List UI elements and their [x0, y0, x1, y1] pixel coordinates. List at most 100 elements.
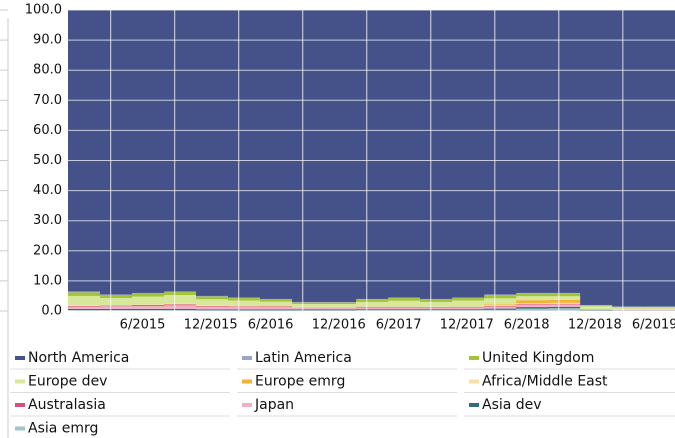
- area-step: [132, 292, 165, 294]
- legend-swatch: [15, 426, 25, 431]
- area-step: [324, 10, 357, 302]
- area-step: [484, 308, 517, 310]
- area-step: [516, 296, 549, 301]
- area-step: [644, 307, 675, 310]
- area-step: [356, 306, 389, 308]
- area-step: [580, 306, 613, 309]
- area-step: [132, 305, 165, 309]
- area-step: [580, 310, 613, 311]
- area-step: [388, 306, 421, 308]
- x-tick-label: 6/2016: [248, 318, 294, 333]
- area-step: [260, 309, 293, 311]
- area-step: [356, 298, 389, 300]
- x-tick-label: 12/2018: [568, 318, 622, 333]
- y-tick-label: 0.0: [41, 304, 62, 319]
- area-step: [548, 308, 581, 311]
- x-tick-label: 12/2017: [440, 318, 494, 333]
- area-step: [100, 304, 133, 306]
- area-step: [228, 306, 261, 307]
- area-step: [356, 10, 389, 299]
- area-step: [356, 307, 389, 310]
- legend-swatch: [15, 379, 25, 384]
- area-step: [484, 295, 517, 299]
- legend-swatch: [15, 403, 25, 407]
- area-step: [452, 10, 485, 298]
- x-tick-label: 12/2015: [184, 318, 238, 333]
- area-step: [164, 291, 197, 293]
- area-step: [260, 306, 293, 308]
- area-step: [452, 297, 485, 299]
- y-tick-label: 60.0: [33, 123, 62, 138]
- area-step: [356, 309, 389, 311]
- area-step: [292, 304, 325, 308]
- area-step: [420, 301, 453, 307]
- area-step: [548, 304, 581, 307]
- area-step: [548, 303, 581, 305]
- area-step: [164, 305, 197, 309]
- area-step: [228, 306, 261, 310]
- area-step: [324, 307, 357, 310]
- area-step: [292, 309, 325, 311]
- legend-label: Europe dev: [28, 374, 107, 390]
- area-step: [516, 10, 549, 293]
- area-step: [68, 306, 101, 309]
- area-step: [452, 306, 485, 308]
- area-step: [260, 10, 293, 299]
- area-step: [292, 307, 325, 310]
- x-tick-label: 6/2015: [120, 318, 166, 333]
- area-step: [388, 10, 421, 298]
- legend-label: Asia dev: [482, 397, 542, 413]
- area-step: [324, 304, 357, 308]
- area-step: [164, 292, 197, 296]
- legend-swatch: [469, 403, 479, 407]
- area-step: [548, 302, 581, 304]
- y-tick-label: 20.0: [33, 243, 62, 258]
- legend-swatch: [15, 356, 25, 360]
- legend-label: North America: [28, 350, 129, 366]
- y-tick-label: 90.0: [33, 33, 62, 48]
- area-step: [548, 10, 581, 293]
- area-step: [228, 309, 261, 311]
- y-tick-label: 30.0: [33, 213, 62, 228]
- legend-swatch: [469, 356, 479, 360]
- area-step: [452, 300, 485, 307]
- area-step: [196, 296, 229, 300]
- area-step: [356, 299, 389, 302]
- legend-label: United Kingdom: [482, 350, 594, 366]
- area-step: [484, 305, 517, 306]
- area-step: [388, 297, 421, 299]
- area-step: [68, 10, 101, 292]
- x-tick-label: 12/2016: [312, 318, 366, 333]
- area-step: [516, 293, 549, 297]
- area-step: [548, 293, 581, 297]
- area-step: [100, 295, 133, 299]
- x-tick-label: 6/2018: [504, 318, 550, 333]
- area-step: [292, 302, 325, 305]
- area-step: [68, 305, 101, 306]
- area-step: [260, 307, 293, 310]
- area-step: [484, 306, 517, 309]
- area-step: [228, 297, 261, 299]
- area-step: [324, 302, 357, 305]
- y-tick-label: 50.0: [33, 153, 62, 168]
- area-step: [516, 307, 549, 309]
- area-step: [164, 308, 197, 311]
- legend-swatch: [242, 403, 252, 407]
- y-tick-label: 100.0: [25, 3, 62, 18]
- area-step: [68, 308, 101, 311]
- area-step: [132, 304, 165, 305]
- area-step: [516, 304, 549, 305]
- area-step: [196, 299, 229, 306]
- area-step: [548, 292, 581, 294]
- area-step: [228, 300, 261, 306]
- area-step: [68, 291, 101, 293]
- area-step: [644, 10, 675, 307]
- area-step: [484, 298, 517, 305]
- area-step: [100, 294, 133, 296]
- area-step: [452, 309, 485, 311]
- area-step: [580, 10, 613, 305]
- y-tick-label: 40.0: [33, 183, 62, 198]
- area-step: [196, 295, 229, 297]
